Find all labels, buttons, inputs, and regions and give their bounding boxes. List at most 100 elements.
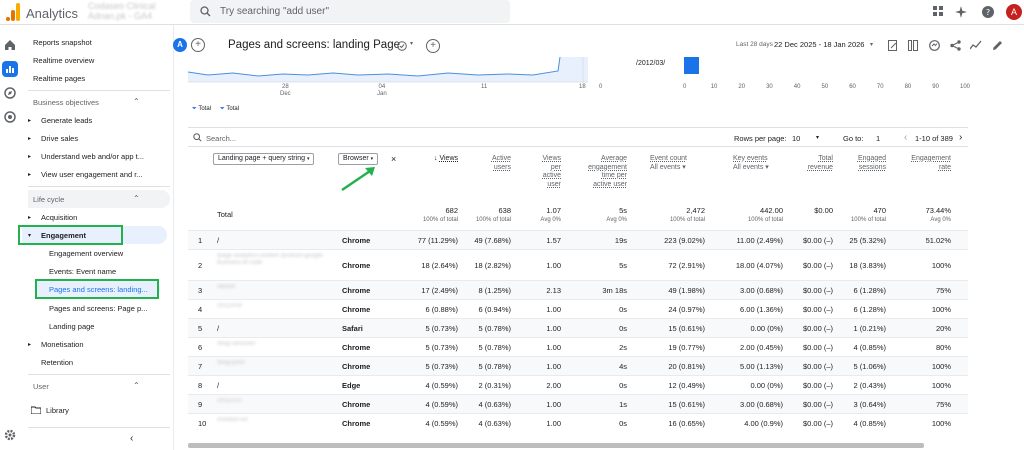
share-icon[interactable] bbox=[950, 40, 961, 51]
sidebar-item-pages-landing[interactable]: Pages and screens: landing... bbox=[49, 285, 148, 294]
green-arrow-annotation bbox=[341, 167, 375, 192]
key-event-filter-label[interactable]: All events bbox=[733, 163, 764, 171]
sidebar-item-realtime-overview[interactable]: Realtime overview bbox=[33, 56, 95, 65]
chevron-up-icon[interactable]: ⌃ bbox=[133, 97, 140, 106]
sidebar-item-engagement[interactable]: Engagement bbox=[41, 231, 87, 240]
table-search-input[interactable]: Search... bbox=[206, 134, 237, 143]
col-header-avg-engagement[interactable]: Average engagement time per active user bbox=[577, 155, 627, 189]
collapse-sidebar-icon[interactable]: ‹ bbox=[130, 433, 134, 444]
sidebar-item-events[interactable]: Events: Event name bbox=[49, 267, 117, 276]
table-row[interactable]: 7/blog-post/Chrome 5 (0.73%) 5 (0.78%) 1.00… bbox=[188, 356, 968, 375]
sidebar-item-drive-sales[interactable]: Drive sales bbox=[41, 134, 79, 143]
home-icon[interactable] bbox=[3, 38, 17, 52]
landing-page-cell[interactable]: /blog-services/ bbox=[217, 341, 256, 347]
sidebar-item-monetisation[interactable]: Monetisation bbox=[41, 340, 84, 349]
col-header-views[interactable]: ↓ Views bbox=[434, 155, 458, 162]
reports-nav-active[interactable] bbox=[2, 61, 18, 77]
prev-page-icon[interactable]: ‹ bbox=[904, 132, 908, 143]
advertising-icon[interactable] bbox=[3, 110, 17, 124]
user-avatar[interactable]: A bbox=[1006, 4, 1022, 20]
landing-page-cell[interactable]: /page-analytics-content /product-google-… bbox=[217, 253, 325, 266]
landing-page-cell[interactable]: / bbox=[217, 236, 220, 245]
col-header-engaged-sessions[interactable]: Engaged sessions bbox=[845, 155, 886, 172]
col-header-event-count[interactable]: Event count All events ▾ bbox=[650, 155, 687, 171]
landing-page-cell[interactable]: /about/ bbox=[217, 284, 236, 290]
apps-grid-icon[interactable] bbox=[933, 6, 944, 17]
sidebar-item-pages-path[interactable]: Pages and screens: Page p... bbox=[49, 304, 148, 313]
admin-gear-icon[interactable] bbox=[3, 428, 17, 442]
col-header-engagement-rate[interactable]: Engagement rate bbox=[904, 155, 951, 172]
col-header-key-events[interactable]: Key events All events ▾ bbox=[733, 155, 769, 171]
table-row[interactable]: 2/page-analytics-content /product-google… bbox=[188, 249, 968, 280]
table-row[interactable]: 6/blog-services/Chrome 5 (0.73%) 5 (0.78%)… bbox=[188, 337, 968, 356]
account-selector[interactable]: Codaseo Clinical Adnan.pk - GA4 bbox=[88, 1, 156, 21]
sidebar-item-engagement-overview[interactable]: Engagement overview bbox=[49, 249, 124, 258]
table-row[interactable]: 3/about/Chrome 17 (2.49%) 8 (1.25%) 2.13 3m … bbox=[188, 280, 968, 299]
landing-page-cell[interactable]: /blog-post/ bbox=[217, 360, 246, 366]
section-business-objectives[interactable]: Business objectives bbox=[33, 98, 99, 107]
sidebar-item-landing-page[interactable]: Landing page bbox=[49, 322, 95, 331]
col-header-views-per-user[interactable]: Views per active user bbox=[520, 155, 561, 189]
dimension-dropdown-browser[interactable]: Browser ▾ bbox=[338, 153, 379, 165]
browser-cell: Chrome bbox=[342, 261, 371, 270]
sidebar-item-view-engagement[interactable]: View user engagement and r... bbox=[41, 170, 143, 179]
table-row[interactable]: 9/2011/10/Chrome 4 (0.59%) 4 (0.63%) 1.00 1s… bbox=[188, 394, 968, 413]
sidebar-item-generate-leads[interactable]: Generate leads bbox=[41, 116, 93, 125]
expand-arrow-icon[interactable]: ▸ bbox=[28, 172, 32, 178]
landing-page-cell[interactable]: / bbox=[217, 324, 220, 333]
help-icon[interactable]: ? bbox=[982, 6, 994, 18]
landing-page-cell[interactable]: / bbox=[217, 381, 220, 390]
insights-icon[interactable] bbox=[929, 40, 940, 51]
next-page-icon[interactable]: › bbox=[959, 132, 963, 143]
horizontal-scrollbar[interactable] bbox=[188, 443, 924, 448]
sidebar-item-reports-snapshot[interactable]: Reports snapshot bbox=[33, 38, 92, 47]
sidebar-item-understand-traffic[interactable]: Understand web and/or app t... bbox=[41, 152, 144, 161]
table-row[interactable]: 5 / Safari 5 (0.73%) 5 (0.78%) 1.00 0s 15 (0.61… bbox=[188, 318, 968, 337]
sidebar-item-acquisition[interactable]: Acquisition bbox=[41, 213, 78, 222]
expand-arrow-icon[interactable]: ▸ bbox=[28, 215, 32, 221]
comparison-avatar[interactable]: A bbox=[173, 38, 187, 52]
landing-page-cell[interactable]: /2011/10/ bbox=[217, 398, 242, 404]
date-range-picker[interactable]: 22 Dec 2025 - 18 Jan 2026 bbox=[774, 40, 865, 49]
add-icon[interactable]: + bbox=[426, 39, 440, 53]
chevron-down-icon[interactable]: ▾ bbox=[410, 41, 414, 47]
event-filter-label[interactable]: All events bbox=[650, 163, 681, 171]
edit-pencil-icon[interactable] bbox=[992, 40, 1003, 51]
table-row[interactable]: 4/2012/03/Chrome 6 (0.88%) 6 (0.94%) 1.00 0s… bbox=[188, 299, 968, 318]
sidebar-item-retention[interactable]: Retention bbox=[41, 358, 74, 367]
legend-item[interactable]: ⏷ Total bbox=[220, 106, 239, 113]
table-row[interactable]: 10/contact-us/Chrome 4 (0.59%) 4 (0.63%) 1.… bbox=[188, 413, 968, 432]
search-bar[interactable]: Try searching "add user" bbox=[190, 0, 510, 23]
sidebar-item-realtime-pages[interactable]: Realtime pages bbox=[33, 74, 86, 83]
col-header-active-users[interactable]: Active users bbox=[470, 155, 511, 172]
check-circle-icon[interactable] bbox=[397, 41, 407, 51]
date-dropdown-icon[interactable]: ▾ bbox=[870, 42, 874, 48]
landing-page-cell[interactable]: /2012/03/ bbox=[217, 303, 243, 309]
dimension-dropdown-landing-page[interactable]: Landing page + query string ▾ bbox=[213, 153, 315, 165]
trend-icon[interactable] bbox=[970, 40, 982, 51]
customize-report-icon[interactable] bbox=[908, 40, 918, 51]
expand-arrow-icon[interactable]: ▸ bbox=[28, 136, 32, 142]
legend-item[interactable]: ⏷ Total bbox=[192, 106, 211, 113]
add-comparison-icon[interactable]: + bbox=[191, 38, 205, 52]
chevron-up-icon[interactable]: ⌃ bbox=[133, 381, 140, 390]
sparkle-icon[interactable] bbox=[955, 6, 967, 18]
table-row[interactable]: 8 / Edge 4 (0.59%) 2 (0.31%) 2.00 0s 12 (0.49%)… bbox=[188, 375, 968, 394]
rows-dropdown-icon[interactable]: ▾ bbox=[816, 135, 820, 141]
chevron-up-icon[interactable]: ⌃ bbox=[133, 194, 140, 203]
edit-comparison-icon[interactable] bbox=[888, 40, 898, 51]
collapse-arrow-icon[interactable]: ▾ bbox=[28, 233, 32, 239]
goto-input[interactable]: 1 bbox=[876, 134, 881, 143]
table-row[interactable]: 1 / Chrome 77 (11.29%) 49 (7.68%) 1.57 19s 223 … bbox=[188, 230, 968, 249]
sidebar-item-library[interactable]: Library bbox=[46, 406, 69, 415]
expand-arrow-icon[interactable]: ▸ bbox=[28, 154, 32, 160]
col-header-total-revenue[interactable]: Total revenue bbox=[800, 155, 833, 172]
expand-arrow-icon[interactable]: ▸ bbox=[28, 118, 32, 124]
expand-arrow-icon[interactable]: ▸ bbox=[28, 342, 32, 348]
rows-per-page-select[interactable]: 10 bbox=[792, 134, 801, 143]
landing-page-cell[interactable]: /contact-us/ bbox=[217, 417, 249, 423]
explore-icon[interactable] bbox=[3, 86, 17, 100]
section-user[interactable]: User bbox=[33, 382, 49, 391]
remove-dimension-icon[interactable]: × bbox=[391, 154, 397, 164]
section-life-cycle[interactable]: Life cycle bbox=[33, 195, 65, 204]
